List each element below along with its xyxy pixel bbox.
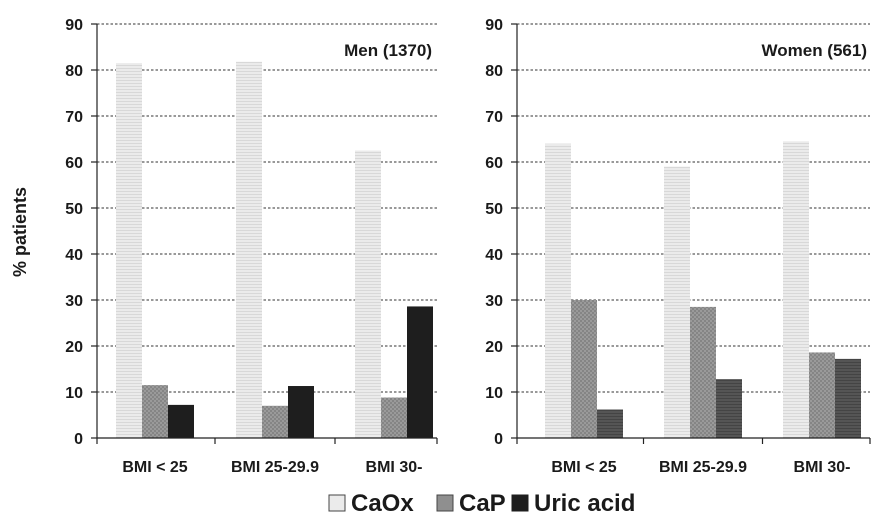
- legend: CaOx CaP Uric acid: [328, 490, 635, 517]
- women-bars: [545, 141, 861, 439]
- men-bar-cap: [381, 397, 407, 438]
- men-y-tick-label: 30: [65, 293, 83, 310]
- men-y-tick-label: 60: [65, 155, 83, 172]
- men-y-tick-label: 80: [65, 63, 83, 80]
- men-bar-cap: [142, 385, 168, 438]
- women-y-tick-labels: 0 10 20 30 40 50 60 70 80 90: [485, 17, 503, 448]
- legend-label-uric-acid: Uric acid: [534, 490, 635, 517]
- men-y-tick-label: 50: [65, 201, 83, 218]
- men-bar-uric-acid: [407, 306, 433, 438]
- men-x-tick-label: BMI 30-: [366, 459, 423, 476]
- women-x-tick-label: BMI 30-: [794, 459, 851, 476]
- men-y-tick-labels: 0 10 20 30 40 50 60 70 80 90: [65, 17, 83, 448]
- women-y-tick-label: 40: [485, 247, 503, 264]
- women-y-tick-label: 30: [485, 293, 503, 310]
- men-bar-caox: [116, 63, 142, 438]
- women-y-tick-label: 50: [485, 201, 503, 218]
- men-bar-uric-acid: [288, 386, 314, 438]
- men-gridlines: [97, 23, 437, 393]
- men-bar-uric-acid: [168, 404, 194, 438]
- men-panel-title: Men (1370): [344, 41, 432, 60]
- men-y-tick-label: 20: [65, 339, 83, 356]
- legend-label-caox: CaOx: [351, 490, 414, 517]
- men-x-tick-labels: BMI < 25 BMI 25-29.9 BMI 30-: [122, 459, 422, 476]
- women-bar-caox: [783, 141, 809, 439]
- legend-label-cap: CaP: [459, 490, 506, 517]
- women-x-tick-label: BMI < 25: [551, 459, 616, 476]
- women-bar-uric-acid: [716, 379, 742, 438]
- women-y-tick-label: 0: [494, 431, 503, 448]
- women-panel-title: Women (561): [762, 41, 868, 60]
- legend-swatch-caox: [328, 494, 346, 512]
- women-bar-cap: [571, 300, 597, 438]
- women-y-tick-label: 10: [485, 385, 503, 402]
- women-bar-caox: [545, 143, 571, 438]
- men-bars: [116, 61, 433, 438]
- men-y-tick-label: 10: [65, 385, 83, 402]
- women-y-tick-label: 90: [485, 17, 503, 34]
- men-bar-caox: [236, 61, 262, 438]
- men-bar-cap: [262, 405, 288, 438]
- men-y-tick-label: 70: [65, 109, 83, 126]
- women-bar-cap: [690, 306, 716, 438]
- women-x-tick-labels: BMI < 25 BMI 25-29.9 BMI 30-: [551, 459, 850, 476]
- men-y-tick-label: 0: [74, 431, 83, 448]
- legend-swatch-cap: [436, 494, 454, 512]
- legend-swatch-uric-acid: [511, 494, 529, 512]
- women-y-tick-label: 70: [485, 109, 503, 126]
- women-y-tick-label: 60: [485, 155, 503, 172]
- women-bar-caox: [664, 166, 690, 438]
- men-x-tick-label: BMI < 25: [122, 459, 187, 476]
- men-x-tick-label: BMI 25-29.9: [231, 459, 319, 476]
- men-y-tick-label: 40: [65, 247, 83, 264]
- men-bar-caox: [355, 150, 381, 438]
- men-axes: [91, 23, 438, 444]
- y-axis-label: % patients: [10, 187, 30, 277]
- women-bar-uric-acid: [835, 358, 861, 438]
- women-y-tick-label: 20: [485, 339, 503, 356]
- women-bar-uric-acid: [597, 409, 623, 438]
- women-x-tick-label: BMI 25-29.9: [659, 459, 747, 476]
- women-bar-cap: [809, 352, 835, 438]
- women-axes: [511, 23, 871, 444]
- women-y-tick-label: 80: [485, 63, 503, 80]
- men-y-tick-label: 90: [65, 17, 83, 34]
